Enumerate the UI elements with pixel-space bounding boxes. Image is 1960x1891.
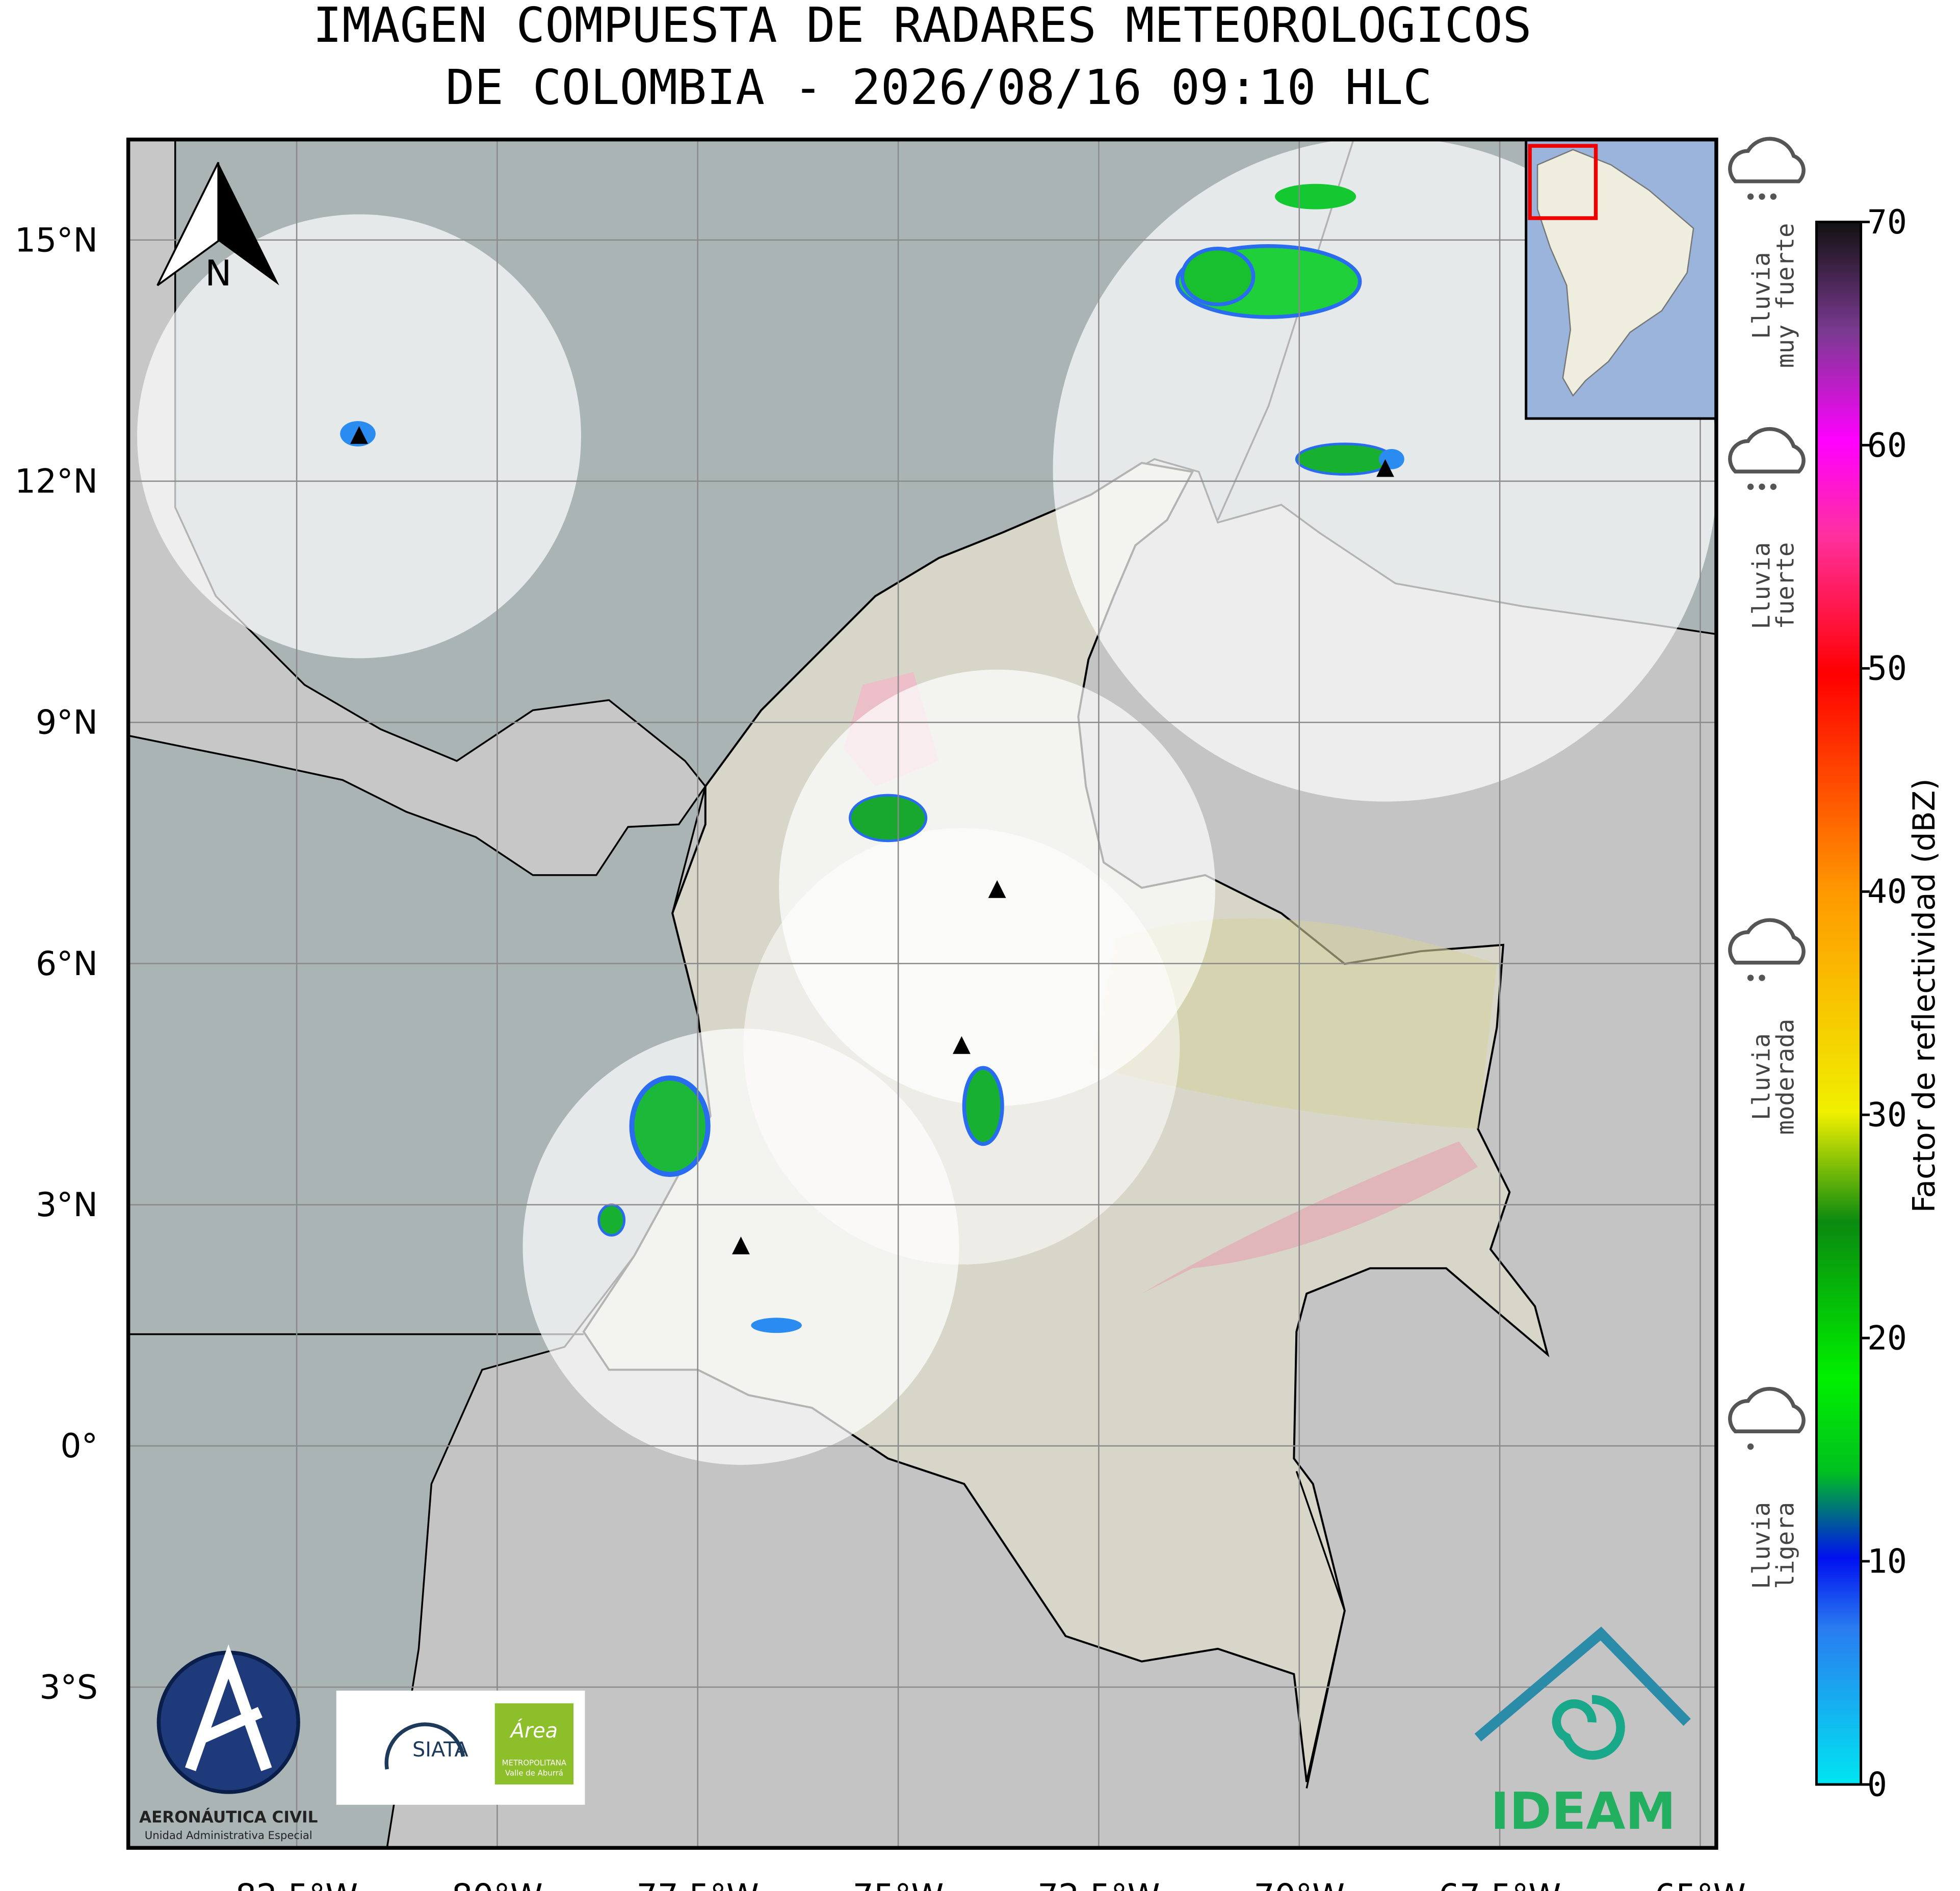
rain-drop (1770, 193, 1777, 200)
lat-tick-label: 3°S (39, 1668, 98, 1706)
colorbar (1815, 220, 1863, 1786)
aerocivil-logo: AERONÁUTICA CIVIL Unidad Administrativa … (139, 1644, 318, 1842)
logo-text: AERONÁUTICA CIVIL (139, 1807, 318, 1827)
precipitation (340, 183, 1404, 1333)
colorbar-tick-label: 70 (1867, 203, 1907, 242)
rain-cell (962, 1066, 1004, 1146)
lat-tick-label: 3°N (36, 1186, 98, 1224)
rain-legend-label: Lluvia (1747, 1502, 1775, 1589)
north-label: N (205, 253, 231, 294)
colorbar-tick-label: 40 (1867, 873, 1907, 911)
siata-logo: SIATA Área METROPOLITANA Valle de Aburrá (336, 1690, 585, 1805)
logo-text: METROPOLITANA (502, 1758, 567, 1768)
axes: 82.5°W 80°W 77.5°W 75°W 72.5°W 70°W 67.5°W 65°W… (15, 221, 1746, 1891)
lon-tick-label: 65°W (1655, 1877, 1746, 1891)
colorbar-tick-label: 50 (1867, 650, 1907, 688)
region-shade (1141, 1141, 1478, 1294)
rain-cell (848, 794, 928, 843)
lon-tick-label: 82.5°W (236, 1877, 358, 1891)
lon-tick-label: 72.5°W (1037, 1877, 1160, 1891)
rain-cell (1275, 183, 1356, 209)
rain-drop (1759, 975, 1765, 981)
title-line: DE COLOMBIA - 2026/08/16 09:10 HLC (446, 60, 1432, 116)
rain-legend-label: muy fuerte (1772, 223, 1800, 368)
radar-site (350, 426, 368, 444)
rain-cell (751, 1318, 802, 1333)
lat-tick-label: 12°N (15, 462, 98, 501)
central-america (128, 139, 707, 876)
logo-roof (1474, 1626, 1691, 1742)
radar-site (953, 1036, 971, 1054)
cloud-icon (1728, 918, 1806, 965)
cloud-icon (1728, 1387, 1806, 1433)
logo-text: Valle de Aburrá (505, 1769, 563, 1778)
colorbar-tick-label: 0 (1867, 1766, 1887, 1804)
colorbar-tick-label: 20 (1867, 1320, 1907, 1358)
rain-legend-label: Lluvia (1747, 542, 1775, 629)
inset-highlight (1528, 144, 1598, 220)
cloud-icon (1728, 137, 1806, 183)
logo-swirl (1552, 1695, 1625, 1760)
rain-legend-label: fuerte (1772, 542, 1800, 629)
radar-sites (350, 426, 1394, 1254)
rain-cell (629, 1075, 711, 1177)
colorbar-label: Factor de reflectividad (dBZ) (1907, 778, 1942, 1213)
colorbar-tick-label: 30 (1867, 1096, 1907, 1135)
logo-glyph (384, 1722, 465, 1770)
ideam-logo: IDEAM (1474, 1626, 1691, 1841)
lon-tick-label: 67.5°W (1439, 1877, 1561, 1891)
rain-cell (1295, 442, 1394, 476)
lat-tick-label: 15°N (15, 221, 98, 259)
lon-tick-label: 70°W (1253, 1877, 1345, 1891)
rain-legend-label: ligera (1772, 1502, 1800, 1589)
rain-drop (1759, 483, 1765, 490)
map: N AERONÁUTICA CIVIL Unidad Administrativ… (128, 139, 1716, 1848)
radar-site (732, 1237, 750, 1254)
logo-glyph (185, 1644, 272, 1771)
inset-map (1525, 139, 1716, 420)
colorbar-ticks: 0 10 20 30 40 50 60 70 (1861, 203, 1907, 1804)
logo-text: Unidad Administrativa Especial (145, 1829, 312, 1842)
rain-drop (1747, 483, 1754, 490)
rain-drop (1759, 193, 1765, 200)
radar-site (988, 880, 1006, 898)
rain-cell (597, 1203, 626, 1237)
rain-cell (1180, 246, 1256, 306)
title-line: IMAGEN COMPUESTA DE RADARES METEOROLOGIC… (313, 0, 1532, 54)
boundary-line (1295, 1470, 1346, 1789)
rain-drop (1770, 483, 1777, 490)
map-frame (126, 137, 1718, 1850)
rain-legend-label: Lluvia (1747, 1033, 1775, 1120)
lat-tick-label: 0° (60, 1427, 98, 1465)
graticule (128, 139, 1716, 1848)
lat-tick-label: 6°N (36, 945, 98, 983)
rain-drop (1747, 975, 1754, 981)
lon-tick-label: 77.5°W (637, 1877, 759, 1891)
logo-text: IDEAM (1491, 1782, 1676, 1841)
logo-text: SIATA (412, 1738, 468, 1762)
inset-land (1536, 149, 1694, 397)
rain-legend-label: Lluvia (1747, 252, 1775, 339)
rain-legend-label: moderada (1772, 1019, 1800, 1135)
logo-box (494, 1703, 574, 1784)
lon-tick-label: 75°W (853, 1877, 944, 1891)
lon-tick-label: 80°W (452, 1877, 543, 1891)
colorbar-tick-label: 60 (1867, 427, 1907, 465)
logo-text: Área (509, 1719, 558, 1743)
colorbar-tick-label: 10 (1867, 1542, 1907, 1581)
lat-tick-label: 9°N (36, 704, 98, 742)
rain-drop (1747, 1443, 1754, 1450)
radar-site (1376, 459, 1394, 477)
cloud-icon (1728, 427, 1806, 474)
rain-drop (1747, 193, 1754, 200)
